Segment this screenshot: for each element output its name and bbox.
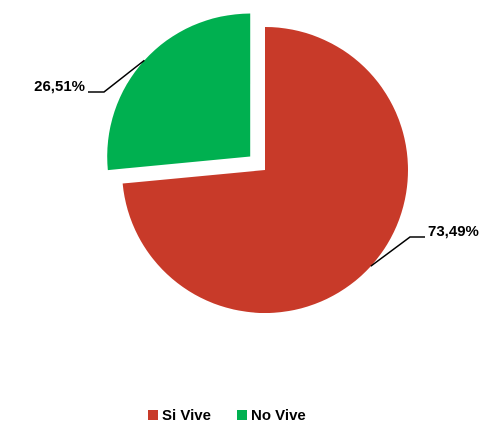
data-label: 26,51%: [34, 78, 85, 95]
leader-line: [370, 236, 425, 267]
legend-swatch: [148, 410, 158, 420]
legend-swatch: [237, 410, 247, 420]
legend-label: No Vive: [251, 407, 306, 424]
data-label: 73,49%: [428, 223, 479, 240]
leader-line: [88, 59, 145, 93]
pie-slice: [107, 13, 251, 171]
legend-label: Si Vive: [162, 407, 211, 424]
pie-slice: [122, 27, 408, 313]
